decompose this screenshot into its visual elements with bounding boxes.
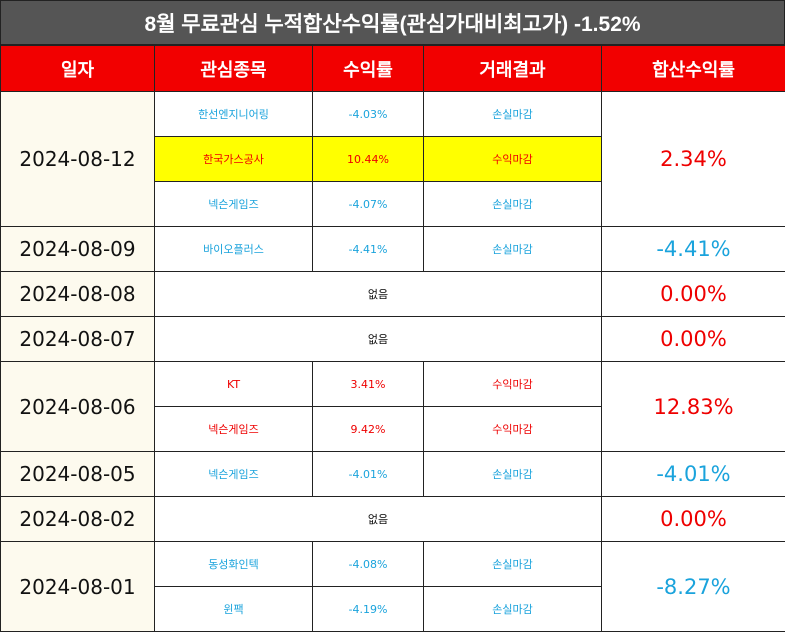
rate-cell: -4.07% (313, 182, 424, 227)
rate-cell: -4.41% (313, 227, 424, 272)
total-cell: 0.00% (602, 497, 785, 542)
header-rate: 수익률 (313, 46, 424, 92)
no-trade-cell: 없음 (155, 317, 602, 362)
date-cell: 2024-08-01 (1, 542, 155, 632)
result-cell: 수익마감 (424, 407, 602, 452)
date-cell: 2024-08-05 (1, 452, 155, 497)
header-result: 거래결과 (424, 46, 602, 92)
rate-cell: 9.42% (313, 407, 424, 452)
date-cell: 2024-08-02 (1, 497, 155, 542)
total-cell: 2.34% (602, 92, 785, 227)
stock-cell: 윈팩 (155, 587, 313, 632)
rate-cell: 10.44% (313, 137, 424, 182)
total-cell: 12.83% (602, 362, 785, 452)
result-cell: 손실마감 (424, 542, 602, 587)
result-cell: 손실마감 (424, 182, 602, 227)
stock-cell: 넥슨게임즈 (155, 452, 313, 497)
report-title: 8월 무료관심 누적합산수익률(관심가대비최고가) -1.52% (0, 0, 785, 45)
header-total: 합산수익률 (602, 46, 785, 92)
stock-cell: 바이오플러스 (155, 227, 313, 272)
rate-cell: -4.19% (313, 587, 424, 632)
result-cell: 수익마감 (424, 362, 602, 407)
result-cell: 수익마감 (424, 137, 602, 182)
date-cell: 2024-08-07 (1, 317, 155, 362)
header-stock: 관심종목 (155, 46, 313, 92)
header-date: 일자 (1, 46, 155, 92)
no-trade-cell: 없음 (155, 497, 602, 542)
stock-cell: 한국가스공사 (155, 137, 313, 182)
stock-cell: 넥슨게임즈 (155, 407, 313, 452)
rate-cell: -4.01% (313, 452, 424, 497)
total-cell: -4.01% (602, 452, 785, 497)
rate-cell: -4.03% (313, 92, 424, 137)
total-cell: 0.00% (602, 272, 785, 317)
date-cell: 2024-08-12 (1, 92, 155, 227)
result-cell: 손실마감 (424, 452, 602, 497)
stock-cell: 넥슨게임즈 (155, 182, 313, 227)
stock-cell: 한선엔지니어링 (155, 92, 313, 137)
stock-cell: 동성화인텍 (155, 542, 313, 587)
total-cell: -8.27% (602, 542, 785, 632)
header-row: 일자 관심종목 수익률 거래결과 합산수익률 (1, 46, 785, 92)
date-cell: 2024-08-06 (1, 362, 155, 452)
date-cell: 2024-08-08 (1, 272, 155, 317)
rate-cell: -4.08% (313, 542, 424, 587)
result-cell: 손실마감 (424, 587, 602, 632)
rate-cell: 3.41% (313, 362, 424, 407)
stock-cell: KT (155, 362, 313, 407)
total-cell: 0.00% (602, 317, 785, 362)
result-cell: 손실마감 (424, 227, 602, 272)
no-trade-cell: 없음 (155, 272, 602, 317)
result-cell: 손실마감 (424, 92, 602, 137)
date-cell: 2024-08-09 (1, 227, 155, 272)
total-cell: -4.41% (602, 227, 785, 272)
